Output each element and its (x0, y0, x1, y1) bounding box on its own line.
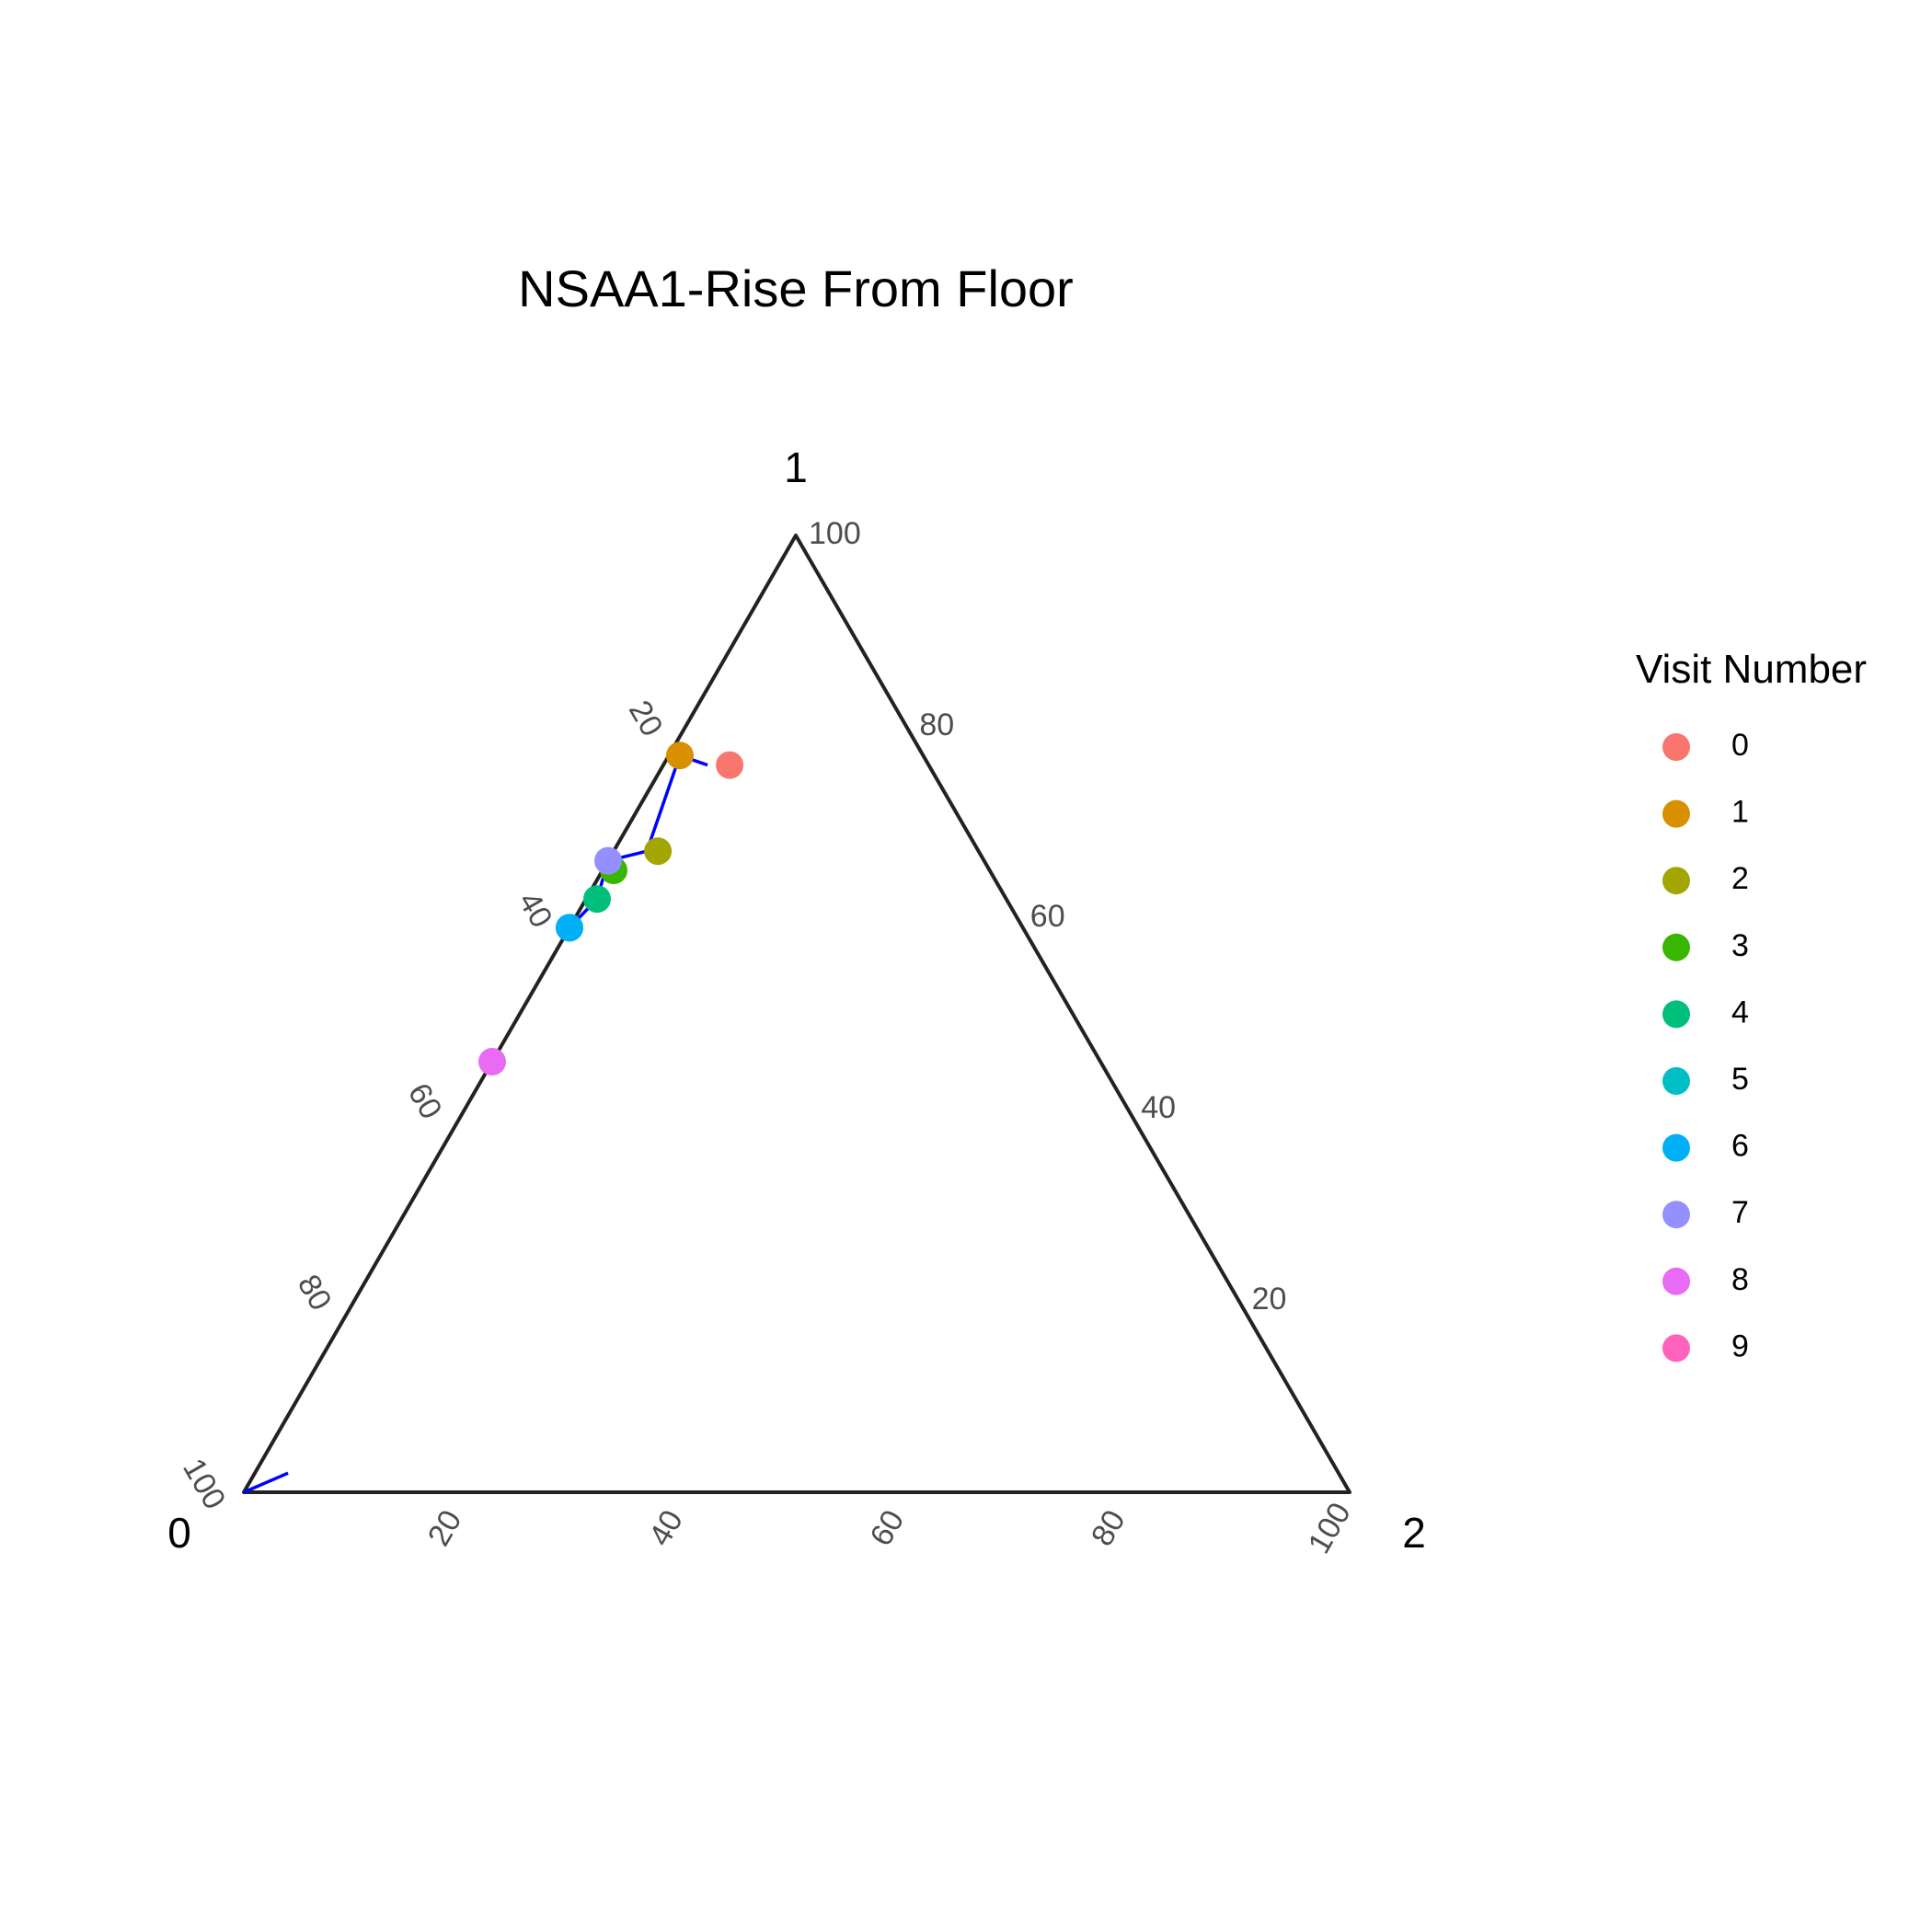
data-point-visit-6 (556, 914, 583, 942)
legend-key (1662, 1133, 1690, 1162)
chart-title: NSAA1-Rise From Floor (518, 259, 1074, 317)
legend-label: 2 (1731, 861, 1749, 896)
legend-items: 0 1 2 3 4 5 6 7 8 9 (1662, 728, 1749, 1363)
data-point-visit-7 (594, 846, 622, 875)
legend-key (1662, 1267, 1690, 1295)
data-point-visit-4 (583, 885, 611, 914)
tick-label-c: 40 (642, 1504, 690, 1552)
legend-item: 3 (1662, 928, 1749, 963)
data-point-visit-1 (666, 742, 694, 770)
tick-label-b: 100 (809, 516, 861, 551)
tick-label-b: 40 (1141, 1090, 1176, 1125)
legend-label: 5 (1731, 1062, 1749, 1097)
legend-item: 0 (1662, 728, 1749, 763)
data-point-visit-2 (644, 837, 673, 866)
corner-segment (243, 1471, 289, 1494)
legend-key (1662, 1000, 1690, 1029)
tick-label-c: 60 (864, 1504, 912, 1552)
tick-label-a: 100 (176, 1453, 232, 1515)
legend-label: 6 (1731, 1129, 1749, 1164)
trend-lines (243, 753, 708, 1494)
legend-key (1662, 799, 1690, 828)
legend-label: 0 (1731, 728, 1749, 763)
legend-label: 7 (1731, 1195, 1749, 1230)
legend-item: 6 (1662, 1129, 1749, 1164)
legend-label: 1 (1731, 795, 1749, 830)
data-points (478, 742, 744, 1075)
legend-key (1662, 867, 1690, 895)
data-point-visit-0 (716, 751, 744, 779)
legend-key (1662, 1067, 1690, 1095)
tick-label-a: 40 (512, 886, 559, 934)
tick-label-c: 20 (421, 1504, 469, 1552)
legend-item: 7 (1662, 1195, 1749, 1230)
tick-labels: 20 20 20 40 40 40 60 60 60 80 80 80 100 100 100 (176, 516, 1358, 1559)
legend-item: 1 (1662, 795, 1749, 830)
legend-key (1662, 733, 1690, 761)
legend-item: 2 (1662, 861, 1749, 896)
legend-item: 9 (1662, 1328, 1749, 1363)
legend: Visit Number 0 1 2 3 4 5 6 7 8 9 (1636, 647, 1867, 1363)
tick-label-c: 80 (1085, 1504, 1133, 1552)
data-point-visit-8 (478, 1048, 506, 1075)
triangle-outline (242, 534, 1351, 1494)
ternary-frame (242, 534, 1351, 1494)
tick-label-c: 100 (1302, 1497, 1358, 1559)
vertex-label-b: 1 (784, 443, 808, 491)
vertex-label-c: 2 (1402, 1509, 1426, 1557)
tick-label-b: 80 (919, 707, 954, 742)
tick-label-b: 60 (1030, 899, 1065, 934)
legend-label: 4 (1731, 995, 1749, 1029)
tick-label-a: 60 (401, 1077, 449, 1125)
legend-item: 5 (1662, 1062, 1749, 1097)
legend-label: 8 (1731, 1262, 1749, 1297)
vertex-labels: 0 1 2 (167, 443, 1426, 1557)
legend-key (1662, 1201, 1690, 1229)
legend-key (1662, 1334, 1690, 1363)
tick-label-a: 20 (622, 695, 670, 742)
legend-key (1662, 933, 1690, 961)
tick-label-a: 80 (291, 1269, 339, 1317)
legend-label: 9 (1731, 1328, 1749, 1363)
legend-label: 3 (1731, 928, 1749, 963)
vertex-label-a: 0 (167, 1509, 191, 1557)
tick-label-b: 20 (1252, 1282, 1287, 1317)
legend-title: Visit Number (1636, 647, 1867, 692)
legend-item: 4 (1662, 995, 1749, 1029)
legend-item: 8 (1662, 1262, 1749, 1297)
